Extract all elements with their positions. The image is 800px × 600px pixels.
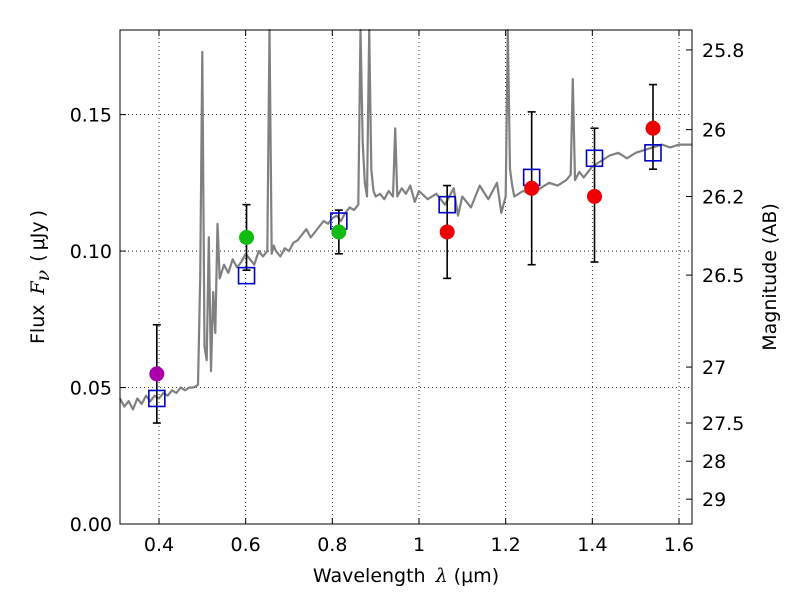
spectrum-line bbox=[119, 28, 692, 411]
x-tick-label: 1.6 bbox=[664, 534, 694, 556]
observed-point-circle bbox=[239, 229, 255, 245]
y2-tick-label: 27 bbox=[702, 357, 726, 379]
observed-point-circle bbox=[439, 224, 455, 240]
y2-tick-label: 29 bbox=[702, 489, 726, 511]
y2-tick-label: 28 bbox=[702, 451, 726, 473]
observed-point-circle bbox=[524, 180, 540, 196]
observed-photometry-series bbox=[149, 120, 661, 382]
model-point-square bbox=[438, 195, 456, 214]
y2-tick-label: 26.5 bbox=[702, 265, 744, 287]
x-tick-label: 1.2 bbox=[491, 534, 521, 556]
x-tick-label: 0.6 bbox=[231, 534, 261, 556]
x-tick-label: 0.4 bbox=[144, 534, 174, 556]
y2-tick-label: 26.2 bbox=[702, 186, 744, 208]
y2-tick-label: 25.8 bbox=[702, 40, 744, 62]
y2-axis-title: Magnitude (AB) bbox=[759, 203, 781, 351]
y2-tick-label: 27.5 bbox=[702, 413, 744, 435]
observed-point-circle bbox=[149, 366, 165, 382]
model-point-square bbox=[237, 266, 256, 285]
model-point-square bbox=[585, 149, 604, 168]
x-tick-label: 1 bbox=[413, 534, 425, 556]
plot-frame bbox=[119, 29, 693, 525]
observed-point-circle bbox=[645, 120, 661, 136]
spectrum-series bbox=[119, 28, 692, 411]
axis-tick-labels: 0.4 0.6 0.8 1 1.2 1.4 1.6 0.00 0.05 0.10 0.15 25.8 2… bbox=[70, 40, 745, 556]
observed-point-circle bbox=[587, 188, 602, 204]
y-tick-label: 0.15 bbox=[70, 105, 112, 127]
y-tick-label: 0.05 bbox=[70, 378, 112, 400]
y-tick-label: 0.10 bbox=[70, 241, 112, 263]
x-tick-label: 1.4 bbox=[577, 534, 607, 556]
model-point-square bbox=[148, 389, 166, 408]
axis-ticks bbox=[120, 30, 692, 525]
y-axis-title: FluxFν(μJy) bbox=[27, 210, 54, 344]
y2-tick-label: 26 bbox=[702, 120, 726, 142]
x-axis-title: Wavelength λ (μm) bbox=[313, 565, 499, 587]
observed-point-circle bbox=[331, 224, 347, 240]
x-tick-label: 0.8 bbox=[317, 534, 347, 556]
y-tick-label: 0.00 bbox=[70, 514, 112, 536]
model-point-square bbox=[644, 144, 662, 162]
